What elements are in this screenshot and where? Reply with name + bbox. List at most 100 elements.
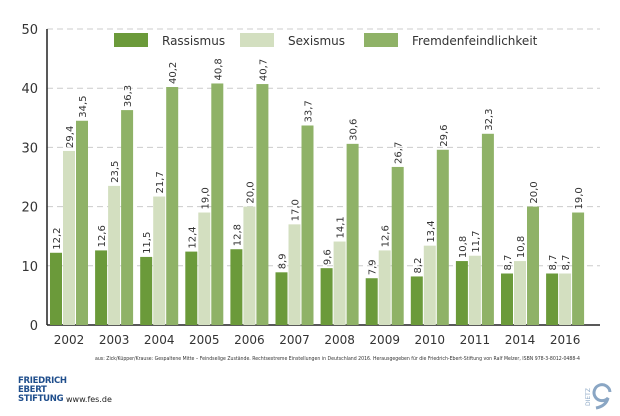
- data-label: 12,2: [52, 228, 63, 250]
- dietz-logo: DIETZ: [585, 383, 612, 410]
- data-label: 8,2: [413, 258, 424, 274]
- bar-sexismus: [108, 185, 121, 325]
- bar-fremdenfeindlichkeit: [391, 166, 404, 325]
- bar-fremdenfeindlichkeit: [481, 133, 494, 325]
- bar-fremdenfeindlichkeit: [527, 206, 539, 325]
- legend-swatch: [364, 33, 398, 47]
- bar-rassismus: [365, 278, 378, 325]
- bar-sexismus: [153, 196, 166, 325]
- x-tick-label: 2014: [505, 333, 536, 347]
- data-label: 30,6: [349, 119, 360, 141]
- bar-sexismus: [288, 224, 301, 325]
- data-label: 10,8: [516, 236, 527, 258]
- data-label: 36,3: [123, 85, 134, 107]
- svg-text:DIETZ: DIETZ: [585, 388, 592, 406]
- data-label: 20,0: [245, 181, 256, 203]
- data-label: 7,9: [368, 259, 379, 275]
- data-label: 34,5: [78, 95, 89, 117]
- bar-fremdenfeindlichkeit: [346, 143, 359, 325]
- bar-sexismus: [198, 212, 211, 325]
- x-tick-label: 2009: [369, 333, 400, 347]
- x-tick-label: 2003: [99, 333, 130, 347]
- data-label: 8,7: [503, 255, 514, 271]
- x-tick-label: 2016: [550, 333, 581, 347]
- data-label: 14,1: [336, 216, 347, 238]
- data-label: 12,8: [232, 224, 243, 246]
- x-tick-label: 2008: [324, 333, 355, 347]
- bar-rassismus: [95, 250, 108, 325]
- bar-rassismus: [230, 249, 243, 325]
- legend-label: Fremdenfeindlichkeit: [412, 34, 538, 48]
- data-label: 40,2: [168, 62, 179, 84]
- bar-fremdenfeindlichkeit: [211, 83, 224, 326]
- bar-sexismus: [423, 245, 436, 325]
- x-tick-label: 2005: [189, 333, 220, 347]
- data-label: 11,5: [142, 232, 153, 254]
- data-label: 33,7: [304, 100, 315, 122]
- bar-fremdenfeindlichkeit: [256, 84, 269, 325]
- data-label: 12,6: [381, 225, 392, 247]
- bar-sexismus: [63, 150, 75, 325]
- data-label: 20,0: [529, 181, 540, 203]
- bar-rassismus: [410, 276, 423, 325]
- bar-sexismus: [468, 255, 481, 325]
- data-label: 11,7: [471, 230, 482, 252]
- data-label: 40,7: [258, 59, 269, 81]
- bar-rassismus: [501, 273, 513, 325]
- y-tick-label: 0: [30, 319, 38, 334]
- y-tick-label: 30: [21, 141, 38, 156]
- legend-label: Sexismus: [288, 34, 345, 48]
- data-label: 32,3: [484, 109, 495, 131]
- data-label: 10,8: [458, 236, 469, 258]
- data-label: 19,0: [574, 187, 585, 209]
- legend-swatch: [240, 33, 274, 47]
- bar-rassismus: [546, 273, 559, 325]
- bar-rassismus: [275, 272, 288, 325]
- data-label: 21,7: [155, 171, 166, 193]
- website-link[interactable]: www.fes.de: [66, 395, 112, 404]
- bar-sexismus: [378, 250, 391, 325]
- data-label: 23,5: [110, 161, 121, 183]
- bar-fremdenfeindlichkeit: [166, 87, 179, 326]
- bar-chart: 0 10 20 30 40 50 12,2 29,434,5 2002 12,6 23,5 36,3 2…: [21, 23, 600, 347]
- y-tick-label: 10: [21, 260, 38, 275]
- bar-sexismus: [243, 206, 256, 325]
- x-tick-label: 2004: [144, 333, 175, 347]
- bar-fremdenfeindlichkeit: [301, 125, 314, 325]
- bar-fremdenfeindlichkeit: [76, 120, 88, 325]
- source-note: aus: Zick/Küpper/Krause: Gespaltene Mitt…: [95, 356, 580, 362]
- bar-sexismus: [333, 241, 346, 325]
- bar-fremdenfeindlichkeit: [436, 149, 449, 325]
- x-tick-label: 2010: [415, 333, 446, 347]
- data-label: 8,7: [548, 255, 559, 271]
- bar-fremdenfeindlichkeit: [121, 110, 134, 325]
- data-label: 13,4: [426, 220, 437, 242]
- legend-swatch: [114, 33, 148, 47]
- data-label: 29,4: [65, 126, 76, 148]
- y-tick-label: 40: [21, 82, 38, 97]
- bar-rassismus: [50, 252, 62, 325]
- data-label: 9,6: [323, 249, 334, 265]
- y-tick-label: 20: [21, 201, 38, 216]
- bar-rassismus: [140, 256, 153, 325]
- data-label: 26,7: [394, 142, 405, 164]
- bar-sexismus: [559, 273, 572, 325]
- bar-fremdenfeindlichkeit: [572, 212, 585, 325]
- data-label: 40,8: [213, 58, 224, 80]
- data-label: 19,0: [200, 187, 211, 209]
- fes-logo: FRIEDRICH EBERT STIFTUNG: [18, 376, 67, 404]
- data-label: 29,6: [439, 125, 450, 147]
- data-label: 17,0: [291, 199, 302, 221]
- x-tick-label: 2007: [279, 333, 310, 347]
- data-label: 12,6: [97, 225, 108, 247]
- x-tick-label: 2011: [460, 333, 491, 347]
- bar-sexismus: [514, 261, 526, 325]
- data-label: 8,7: [561, 255, 572, 271]
- data-label: 8,9: [278, 253, 289, 269]
- bar-rassismus: [455, 261, 468, 325]
- bar-rassismus: [320, 268, 333, 325]
- x-tick-label: 2002: [54, 333, 85, 347]
- bar-rassismus: [185, 251, 198, 325]
- y-tick-label: 50: [21, 23, 38, 38]
- x-tick-label: 2006: [234, 333, 265, 347]
